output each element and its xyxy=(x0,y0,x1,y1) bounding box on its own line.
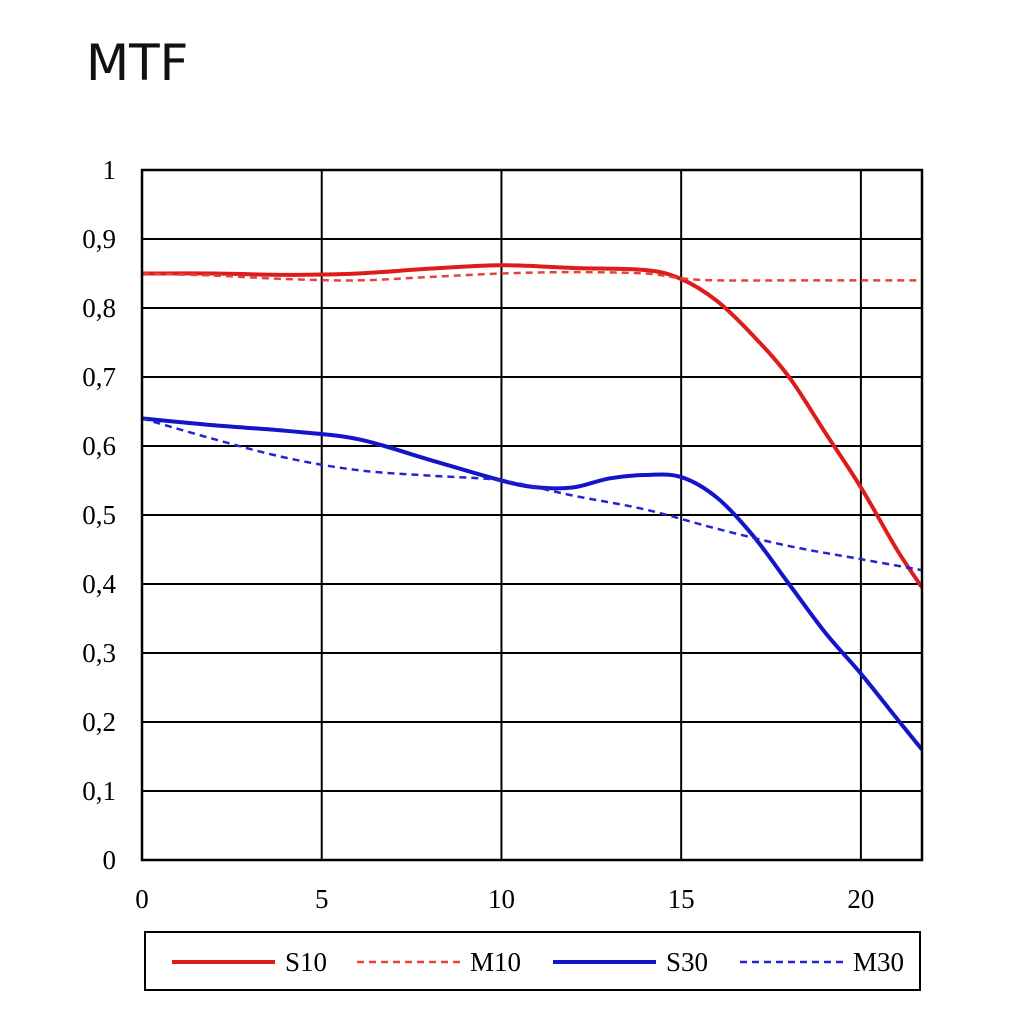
x-tick-label-1: 5 xyxy=(315,884,329,914)
series-layer xyxy=(141,263,924,751)
y-tick-label-0: 0 xyxy=(103,845,117,875)
y-tick-label-3: 0,3 xyxy=(82,638,116,668)
y-tick-label-6: 0,6 xyxy=(82,431,116,461)
y-tick-label-4: 0,4 xyxy=(82,569,116,599)
y-tick-label-1: 0,1 xyxy=(82,776,116,806)
y-tick-label-5: 0,5 xyxy=(82,500,116,530)
x-tick-label-3: 15 xyxy=(668,884,695,914)
series-line-s30 xyxy=(141,416,924,751)
series-line-s10 xyxy=(141,263,924,589)
tick-labels: 00,10,20,30,40,50,60,70,80,910 5 10 15 20 xyxy=(82,155,874,914)
y-tick-label-2: 0,2 xyxy=(82,707,116,737)
plot-frame xyxy=(140,168,924,862)
legend-label-s30: S30 xyxy=(666,947,708,977)
legend: S10 M10 S30 M30 xyxy=(144,931,921,991)
x-tick-label-2: 10 xyxy=(488,884,515,914)
legend-label-m10: M10 xyxy=(470,947,521,977)
y-tick-label-9: 0,9 xyxy=(82,224,116,254)
chart-title: MTF xyxy=(86,34,188,92)
y-tick-label-8: 0,8 xyxy=(82,293,116,323)
series-line-m30 xyxy=(141,417,923,572)
x-tick-label-4: 20 xyxy=(847,884,874,914)
legend-label-m30: M30 xyxy=(853,947,904,977)
y-tick-label-10: 1 xyxy=(103,155,117,185)
x-tick-label-0: 0 xyxy=(135,884,149,914)
y-tick-label-7: 0,7 xyxy=(82,362,116,392)
plot-border xyxy=(140,168,924,862)
legend-label-s10: S10 xyxy=(285,947,327,977)
